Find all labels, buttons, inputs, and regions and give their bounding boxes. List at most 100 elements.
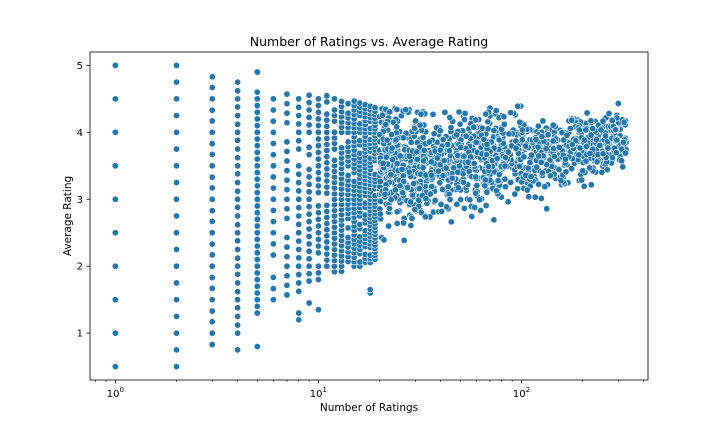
data-point (234, 288, 242, 296)
data-point (283, 243, 291, 251)
data-point (269, 184, 277, 192)
data-point (563, 131, 571, 139)
data-point (587, 181, 595, 189)
data-point (470, 159, 478, 167)
data-point (172, 195, 180, 203)
data-point (305, 210, 313, 218)
data-point (371, 104, 379, 112)
data-point (550, 145, 558, 153)
data-point (604, 144, 612, 152)
data-point (323, 256, 331, 264)
data-point (596, 141, 604, 149)
data-point (456, 120, 464, 128)
data-point (269, 151, 277, 159)
data-point (557, 177, 565, 185)
data-point (436, 127, 444, 135)
data-point (305, 255, 313, 263)
y-tick-label: 1 (77, 329, 83, 340)
data-point (550, 152, 558, 160)
data-point (295, 309, 303, 317)
data-point (208, 262, 216, 270)
data-point (295, 170, 303, 178)
data-point (208, 184, 216, 192)
data-point (269, 95, 277, 103)
data-point (253, 309, 261, 317)
data-point (436, 179, 444, 187)
data-point (618, 157, 626, 165)
data-point (253, 155, 261, 163)
data-point (442, 164, 450, 172)
data-point (172, 229, 180, 237)
data-point (314, 102, 322, 110)
data-point (234, 237, 242, 245)
data-point (208, 240, 216, 248)
data-point (323, 220, 331, 228)
data-point (323, 128, 331, 136)
data-point (172, 212, 180, 220)
data-point (461, 109, 469, 117)
data-point (515, 162, 523, 170)
data-point (582, 126, 590, 134)
data-point (583, 109, 591, 117)
data-point (253, 175, 261, 183)
data-point (379, 159, 387, 167)
data-point (428, 171, 436, 179)
data-point (416, 121, 424, 129)
data-point (472, 189, 480, 197)
data-point (376, 197, 384, 205)
data-point (466, 196, 474, 204)
data-point (562, 155, 570, 163)
data-point (593, 158, 601, 166)
data-point (234, 279, 242, 287)
data-point (295, 220, 303, 228)
data-point (385, 222, 393, 230)
y-axis: 1 2 3 4 5 (77, 61, 90, 340)
data-point (393, 219, 401, 227)
data-point (305, 240, 313, 248)
data-point (295, 262, 303, 270)
data-point (420, 146, 428, 154)
data-point (566, 125, 574, 133)
data-point (533, 163, 541, 171)
data-point (208, 318, 216, 326)
data-point (314, 249, 322, 257)
data-point (234, 262, 242, 270)
data-point (612, 149, 620, 157)
data-point (253, 256, 261, 264)
data-point (389, 156, 397, 164)
data-point (495, 171, 503, 179)
data-point (383, 136, 391, 144)
data-point (305, 203, 313, 211)
data-point (269, 206, 277, 214)
data-point (440, 157, 448, 165)
data-point (283, 234, 291, 242)
data-point (457, 143, 465, 151)
data-point (283, 90, 291, 98)
data-point (485, 163, 493, 171)
data-point (582, 142, 590, 150)
data-point (323, 183, 331, 191)
data-point (283, 138, 291, 146)
data-point (314, 189, 322, 197)
data-point (283, 291, 291, 299)
data-point (387, 196, 395, 204)
data-point (462, 132, 470, 140)
data-point (535, 180, 543, 188)
data-point (410, 180, 418, 188)
data-point (396, 182, 404, 190)
data-point (234, 346, 242, 354)
data-point (323, 250, 331, 258)
data-point (407, 222, 415, 230)
data-point (402, 106, 410, 114)
data-point (305, 106, 313, 114)
data-point (549, 137, 557, 145)
data-point (234, 245, 242, 253)
data-point (323, 165, 331, 173)
data-point (323, 122, 331, 130)
data-point (587, 117, 595, 125)
data-point (323, 110, 331, 118)
data-point (208, 296, 216, 304)
data-point (514, 102, 522, 110)
data-point (441, 108, 449, 116)
data-point (314, 135, 322, 143)
